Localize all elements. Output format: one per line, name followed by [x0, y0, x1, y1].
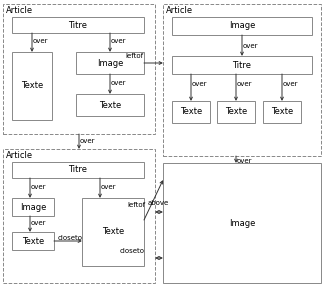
- Text: Article: Article: [6, 6, 33, 15]
- Text: Article: Article: [166, 6, 193, 15]
- Text: over: over: [283, 81, 298, 87]
- Text: over: over: [237, 81, 252, 87]
- Text: Titre: Titre: [68, 21, 87, 29]
- Text: Image: Image: [97, 58, 123, 68]
- Bar: [76, 94, 144, 116]
- Text: over: over: [101, 184, 117, 190]
- Bar: [263, 101, 301, 123]
- Text: Texte: Texte: [22, 236, 44, 245]
- Text: Article: Article: [6, 151, 33, 160]
- Text: Image: Image: [229, 218, 255, 227]
- Text: closeto: closeto: [58, 235, 83, 241]
- Bar: [163, 163, 321, 283]
- Bar: [172, 56, 312, 74]
- Text: closeto: closeto: [120, 248, 145, 254]
- Bar: [12, 162, 144, 178]
- Text: over: over: [192, 81, 207, 87]
- Text: over: over: [80, 138, 96, 144]
- Bar: [3, 4, 155, 134]
- Text: leftof: leftof: [127, 202, 145, 208]
- Text: Texte: Texte: [99, 101, 121, 110]
- Text: Image: Image: [20, 203, 46, 212]
- Text: over: over: [31, 220, 47, 226]
- Text: leftof: leftof: [126, 53, 144, 59]
- Text: over: over: [111, 80, 126, 86]
- Text: Texte: Texte: [271, 108, 293, 116]
- Bar: [163, 4, 321, 156]
- Bar: [12, 198, 54, 216]
- Bar: [3, 149, 155, 283]
- Text: over: over: [243, 43, 259, 49]
- Bar: [172, 101, 210, 123]
- Text: over: over: [31, 184, 47, 190]
- Text: over: over: [237, 158, 252, 164]
- Bar: [12, 52, 52, 120]
- Text: Texte: Texte: [102, 227, 124, 236]
- Text: Image: Image: [229, 21, 255, 31]
- Text: Texte: Texte: [180, 108, 202, 116]
- Text: above: above: [148, 200, 169, 206]
- Bar: [76, 52, 144, 74]
- Bar: [172, 17, 312, 35]
- Bar: [217, 101, 255, 123]
- Text: Titre: Titre: [68, 166, 87, 175]
- Text: over: over: [111, 38, 126, 44]
- Bar: [12, 232, 54, 250]
- Text: Titre: Titre: [233, 60, 251, 69]
- Text: Texte: Texte: [21, 81, 43, 90]
- Bar: [82, 198, 144, 266]
- Bar: [12, 17, 144, 33]
- Text: over: over: [33, 38, 49, 44]
- Text: Texte: Texte: [225, 108, 247, 116]
